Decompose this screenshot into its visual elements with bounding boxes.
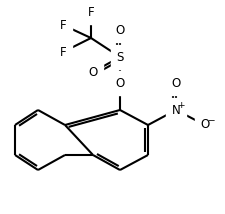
Text: F: F <box>59 18 66 31</box>
Text: O: O <box>115 76 124 89</box>
Text: −: − <box>206 116 214 125</box>
Text: O: O <box>171 76 180 89</box>
Text: F: F <box>59 46 66 58</box>
Text: O: O <box>115 24 124 37</box>
Text: +: + <box>176 101 184 110</box>
Text: S: S <box>116 51 123 64</box>
Text: O: O <box>200 119 209 131</box>
Text: F: F <box>87 6 94 18</box>
Text: N: N <box>171 104 180 116</box>
Text: O: O <box>88 65 97 79</box>
